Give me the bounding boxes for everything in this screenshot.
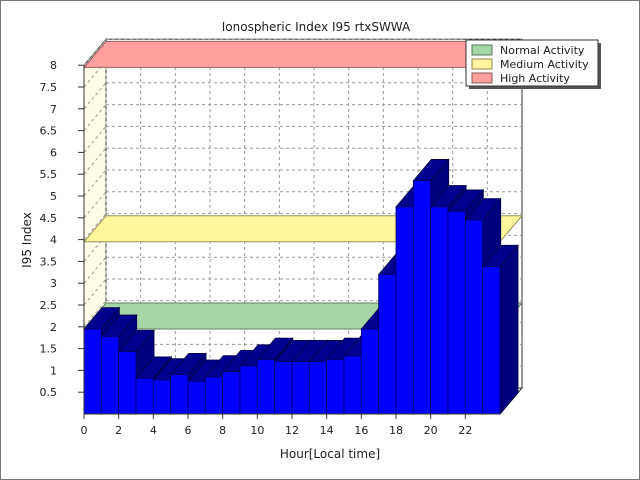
y-tick-label: 5 bbox=[50, 190, 57, 203]
x-tick-label: 8 bbox=[219, 424, 226, 437]
bar-front bbox=[222, 371, 241, 415]
x-tick-label: 2 bbox=[115, 424, 122, 437]
x-axis-label: Hour[Local time] bbox=[280, 447, 380, 461]
bar-front bbox=[118, 351, 137, 415]
y-tick-label: 1.5 bbox=[40, 343, 58, 356]
y-tick-label: 5.5 bbox=[40, 168, 58, 181]
x-tick-label: 22 bbox=[458, 424, 472, 437]
legend-swatch bbox=[471, 72, 493, 84]
x-tick-label: 18 bbox=[389, 424, 403, 437]
y-tick-label: 2 bbox=[50, 321, 57, 334]
bar-front bbox=[378, 274, 397, 415]
bar-front bbox=[83, 328, 102, 415]
bar-front bbox=[430, 206, 449, 415]
y-tick-label: 3 bbox=[50, 277, 57, 290]
x-tick-label: 4 bbox=[150, 424, 157, 437]
bar-front bbox=[482, 266, 501, 415]
bar-front bbox=[412, 180, 432, 415]
y-tick-label: 8 bbox=[50, 59, 57, 72]
x-tick-label: 16 bbox=[354, 424, 368, 437]
y-tick-label: 0.5 bbox=[40, 386, 58, 399]
x-tick-label: 10 bbox=[250, 424, 264, 437]
y-tick-label: 3.5 bbox=[40, 255, 58, 268]
bar-front bbox=[187, 380, 206, 415]
bar-front bbox=[464, 219, 484, 415]
bar bbox=[481, 244, 519, 416]
y-tick-label: 4 bbox=[50, 234, 57, 247]
x-tick-label: 20 bbox=[424, 424, 438, 437]
legend-label: Normal Activity bbox=[500, 44, 585, 57]
y-tick-label: 6 bbox=[50, 146, 57, 159]
bar-front bbox=[170, 374, 189, 415]
x-tick-label: 6 bbox=[185, 424, 192, 437]
bar-front bbox=[256, 359, 276, 415]
y-tick-label: 6.5 bbox=[40, 125, 58, 138]
x-tick-label: 14 bbox=[320, 424, 334, 437]
bar-front bbox=[135, 377, 154, 415]
bar-front bbox=[343, 355, 362, 415]
band-high-activity bbox=[82, 40, 524, 68]
bar-front bbox=[239, 365, 258, 415]
bar-front bbox=[326, 359, 345, 415]
y-axis-label: I95 Index bbox=[20, 212, 34, 268]
legend-swatch bbox=[471, 44, 493, 56]
bar-front bbox=[360, 328, 380, 415]
x-tick-label: 0 bbox=[81, 424, 88, 437]
legend-label: High Activity bbox=[500, 72, 570, 85]
chart-title: Ionospheric Index I95 rtxSWWA bbox=[222, 20, 411, 34]
y-tick-label: 4.5 bbox=[40, 212, 58, 225]
y-tick-label: 7.5 bbox=[40, 81, 58, 94]
bar-front bbox=[308, 361, 328, 415]
bar-front bbox=[204, 376, 224, 415]
y-tick-label: 1 bbox=[50, 364, 57, 377]
bar-front bbox=[395, 206, 414, 415]
bar-front bbox=[274, 361, 293, 415]
x-tick-label: 12 bbox=[285, 424, 299, 437]
bar-side bbox=[499, 244, 519, 416]
bar-front bbox=[291, 361, 310, 415]
bar-front bbox=[152, 379, 172, 415]
y-tick-label: 7 bbox=[50, 103, 57, 116]
legend-label: Medium Activity bbox=[500, 58, 589, 71]
y-tick-label: 2.5 bbox=[40, 299, 58, 312]
bar-front bbox=[100, 335, 120, 415]
legend-swatch bbox=[471, 58, 493, 70]
